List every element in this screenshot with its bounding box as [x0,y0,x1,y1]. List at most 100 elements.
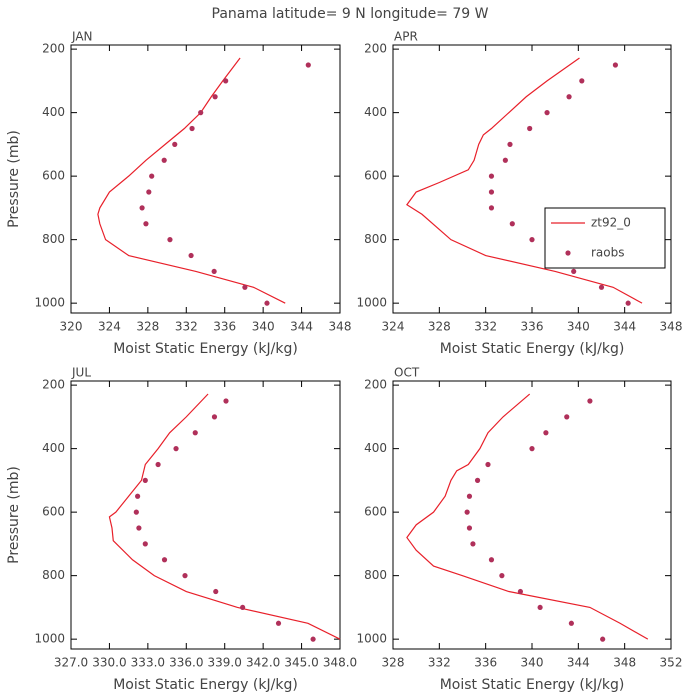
raob-point [149,173,155,179]
x-tick-label: 336 [521,320,544,334]
x-tick-label: 348 [613,656,636,670]
x-tick-label: 324 [382,320,405,334]
y-tick-label: 600 [364,169,387,183]
x-tick-label: 342.0 [246,656,280,670]
y-tick-label: 200 [42,42,65,56]
x-tick-label: 340 [252,320,275,334]
plot-frame [392,380,672,650]
x-tick-label: 328 [382,656,405,670]
raob-point [161,157,167,163]
x-tick-label: 340 [521,656,544,670]
raob-point [568,620,574,626]
y-tick-label: 400 [364,105,387,119]
x-tick-label: 332 [175,320,198,334]
figure-title: Panama latitude= 9 N longitude= 79 W [212,6,489,22]
legend-box [544,207,666,269]
y-axis-label: Pressure (mb) [6,130,22,228]
raob-point [502,157,508,163]
x-tick-label: 327.0 [54,656,88,670]
raob-point [474,477,481,483]
raob-point [537,604,543,611]
x-tick-label: 348.0 [323,656,357,670]
y-tick-label: 600 [42,169,65,183]
raob-point [173,446,179,452]
raob-point [579,78,585,84]
x-tick-label: 344 [290,320,313,334]
raob-point [192,430,198,436]
raob-point [142,541,148,547]
raob-point [310,636,316,642]
raob-point [625,300,631,306]
profile-line [108,393,341,640]
raob-point [600,636,606,642]
raob-point [543,430,549,436]
x-tick-label: 339.0 [208,656,242,670]
raob-point [499,573,505,579]
raob-point [133,509,139,515]
raob-point [223,78,229,84]
raob-point [466,525,473,531]
y-tick-label: 200 [42,378,65,392]
raob-point [182,573,188,579]
x-tick-label: 352 [660,656,683,670]
raob-point [143,221,149,227]
raob-point [198,110,204,116]
x-tick-label: 324 [98,320,121,334]
x-tick-label: 330.0 [92,656,126,670]
raob-point [212,94,218,100]
profile-line [97,57,286,304]
y-tick-label: 600 [364,505,387,519]
raob-point [135,493,141,499]
raob-point [529,237,535,243]
raob-point [139,205,145,211]
y-tick-label: 800 [364,568,387,582]
y-tick-label: 200 [364,378,387,392]
raob-point [612,62,619,68]
x-tick-label: 332 [428,656,451,670]
raob-point [155,461,161,468]
raob-point [161,557,168,563]
legend-marker [565,250,571,256]
raob-point [142,477,148,483]
panel-title: JUL [71,366,91,380]
x-tick-label: 340 [567,320,590,334]
x-axis-label: Moist Static Energy (kJ/kg) [113,341,298,357]
raob-point [211,414,218,420]
y-tick-label: 1000 [356,632,387,646]
raob-point [213,588,219,595]
x-tick-label: 336.0 [169,656,203,670]
legend-label: raobs [591,246,625,260]
plot-frame [392,44,672,314]
raob-point [507,141,513,147]
raob-point [470,541,476,547]
x-axis-label: Moist Static Energy (kJ/kg) [440,677,625,693]
raob-point [544,110,550,116]
y-tick-label: 1000 [34,632,65,646]
x-tick-label: 348 [660,320,683,334]
profile-line [406,57,643,304]
y-tick-label: 400 [364,441,387,455]
raob-point [188,252,194,259]
raob-point [527,125,533,132]
x-tick-label: 345.0 [284,656,318,670]
raob-point [275,620,282,626]
x-tick-label: 344 [613,320,636,334]
raob-point [240,604,246,611]
plot-frame [70,380,341,650]
raob-point [146,189,152,195]
y-axis-label: Pressure (mb) [6,466,22,564]
raob-point [488,205,495,211]
plot-frame [70,44,341,314]
x-axis-label: Moist Static Energy (kJ/kg) [113,677,298,693]
x-tick-label: 328 [136,320,159,334]
raob-point [485,461,491,468]
raob-point [566,94,572,100]
raob-point [571,268,577,275]
x-tick-label: 336 [474,656,497,670]
raob-point [488,173,495,179]
raob-point [167,237,173,243]
raob-point [587,398,593,404]
y-tick-label: 400 [42,441,65,455]
raob-point [223,398,229,404]
